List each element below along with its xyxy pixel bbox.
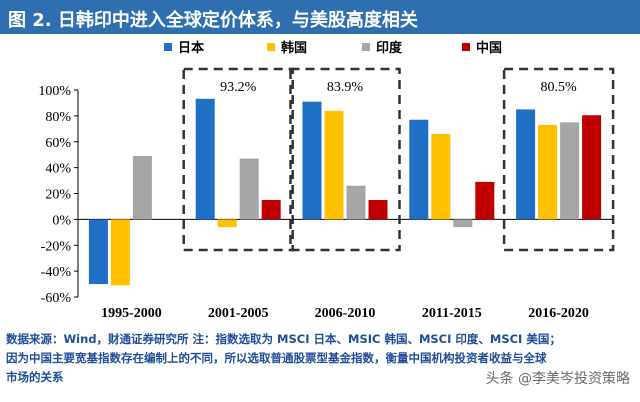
- highlight-box: [182, 67, 294, 252]
- y-tick-label: -20%: [41, 239, 72, 254]
- legend-swatch: [362, 43, 370, 51]
- bar-1-1: [217, 219, 237, 228]
- legend-swatch: [267, 43, 275, 51]
- footer-notes: 数据来源：Wind，财通证券研究所 注：指数选取为 MSCI 日本、MSIC 韩…: [6, 330, 634, 387]
- legend: 日本 韩国 印度 中国: [164, 40, 502, 56]
- y-tick-label: 80%: [45, 110, 71, 125]
- highlight-box: [289, 67, 401, 252]
- legend-label: 韩国: [281, 40, 307, 56]
- bar-4-1: [538, 124, 558, 220]
- legend-label: 中国: [476, 40, 502, 56]
- bar-3-3: [475, 181, 495, 220]
- bar-2-3: [368, 199, 388, 220]
- bar-1-2: [239, 158, 259, 220]
- bars: [88, 98, 602, 286]
- bar-1-0: [195, 98, 215, 220]
- value-annotation: 93.2%: [220, 80, 257, 95]
- legend-swatch: [164, 43, 172, 51]
- note-line-2: 因为中国主要宽基指数存在编制上的不同，所以选取普通股票型基金指数，衡量中国机构投…: [6, 351, 547, 365]
- bar-4-0: [516, 109, 536, 220]
- x-tick-label: 2001-2005: [208, 306, 269, 321]
- bar-0-2: [132, 155, 152, 220]
- y-tick-label: -60%: [41, 291, 72, 306]
- bar-1-3: [261, 199, 281, 220]
- y-tick-label: 100%: [38, 84, 71, 99]
- bar-4-3: [582, 115, 602, 220]
- bar-2-0: [302, 101, 322, 220]
- note-line-3: 市场的关系: [6, 370, 64, 384]
- x-tick-label: 2016-2020: [528, 306, 589, 321]
- bar-4-2: [560, 122, 580, 220]
- axes: -60% -40% -20% 0% 20% 40% 60% 80% 100% 1995-2000 2…: [38, 84, 612, 321]
- legend-swatch: [462, 43, 470, 51]
- y-tick-label: 20%: [45, 188, 71, 203]
- source-note: 数据来源：Wind，财通证券研究所 注：指数选取为 MSCI 日本、MSIC 韩…: [6, 332, 561, 346]
- legend-label: 印度: [376, 40, 403, 56]
- value-annotation: 83.9%: [327, 80, 364, 95]
- x-tick-label: 1995-2000: [101, 306, 162, 321]
- chart-title: 图 2. 日韩印中进入全球定价体系，与美股高度相关: [8, 10, 418, 31]
- y-tick-label: 40%: [45, 162, 71, 177]
- bar-3-0: [409, 119, 429, 220]
- watermark: 头条 @李美岑投资策略: [485, 371, 630, 387]
- x-tick-label: 2011-2015: [422, 306, 482, 321]
- y-tick-label: 0%: [52, 213, 71, 228]
- bar-chart: 日本 韩国 印度 中国 -60% -40% -20% 0% 20% 40% 60% 80% 100% 1…: [38, 40, 615, 321]
- bar-0-0: [88, 219, 108, 285]
- annotations: 93.2% 83.9% 80.5%: [182, 67, 615, 252]
- y-tick-label: 60%: [45, 136, 71, 151]
- y-tick-label: -40%: [41, 265, 72, 280]
- bar-0-1: [110, 219, 130, 286]
- bar-3-2: [453, 219, 473, 228]
- bar-2-1: [324, 110, 344, 220]
- x-tick-label: 2006-2010: [315, 306, 376, 321]
- title-bar: 图 2. 日韩印中进入全球定价体系，与美股高度相关: [0, 0, 640, 34]
- highlight-box: [502, 67, 615, 252]
- value-annotation: 80.5%: [541, 80, 578, 95]
- bar-3-1: [431, 133, 451, 220]
- legend-label: 日本: [178, 40, 204, 56]
- bar-2-2: [346, 185, 366, 220]
